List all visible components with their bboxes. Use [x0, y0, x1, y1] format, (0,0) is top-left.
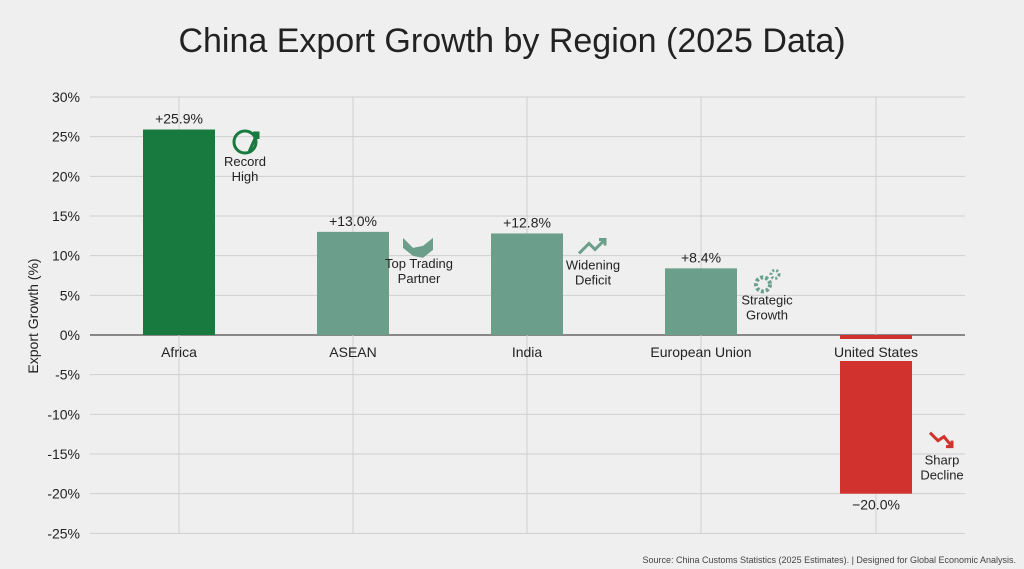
chart-title: China Export Growth by Region (2025 Data… [178, 22, 846, 60]
data-label: −20.0% [852, 497, 900, 513]
y-tick-label: 0% [60, 327, 80, 343]
y-tick-label: 5% [60, 287, 80, 303]
y-tick-label: 20% [52, 168, 80, 184]
category-label: ASEAN [329, 344, 376, 360]
bar [143, 129, 215, 335]
globe-shape [232, 129, 258, 155]
category-label: European Union [650, 344, 751, 360]
annotation-text: Deficit [575, 272, 612, 287]
y-axis-label: Export Growth (%) [25, 258, 41, 373]
annotation-text: Top Trading [385, 256, 453, 271]
annotation-text: Record [224, 154, 266, 169]
trend-down-icon [928, 431, 954, 449]
gear-shape [754, 275, 772, 294]
y-tick-label: -10% [47, 406, 80, 422]
category-label-bg [816, 339, 936, 361]
annotation-text: Growth [746, 307, 788, 322]
data-label: +25.9% [155, 111, 203, 127]
y-tick-label: -5% [55, 367, 80, 383]
arrow-shape [247, 131, 260, 153]
gears-icon [754, 268, 781, 294]
bar [491, 233, 563, 335]
category-label: India [512, 344, 543, 360]
bar [665, 268, 737, 335]
annotation-text: Sharp [925, 453, 960, 468]
y-tick-label: -15% [47, 446, 80, 462]
data-label: +12.8% [503, 214, 551, 230]
annotation-text: High [232, 169, 259, 184]
handshake-icon [403, 237, 433, 258]
annotation-text: Decline [920, 468, 963, 483]
data-label: +13.0% [329, 213, 377, 229]
bar [317, 231, 389, 335]
source-note: Source: China Customs Statistics (2025 E… [642, 555, 1017, 565]
y-tick-label: 30% [52, 89, 80, 105]
y-tick-label: 10% [52, 248, 80, 264]
annotation-text: Strategic [741, 292, 793, 307]
category-label: United States [834, 344, 918, 360]
trend-shape [577, 237, 607, 255]
handshake-shape [403, 237, 433, 258]
bar [840, 335, 912, 494]
annotation-text: Widening [566, 257, 620, 272]
gear-shape [769, 268, 781, 280]
y-tick-label: 15% [52, 208, 80, 224]
category-label: Africa [161, 344, 197, 360]
y-tick-label: -20% [47, 486, 80, 502]
y-tick-label: 25% [52, 129, 80, 145]
globe-arrow-icon [232, 129, 260, 155]
annotation-text: Partner [398, 271, 441, 286]
trend-shape [928, 431, 954, 449]
trend-up-icon [577, 237, 607, 255]
y-tick-label: -25% [47, 525, 80, 541]
data-label: +8.4% [681, 249, 721, 265]
